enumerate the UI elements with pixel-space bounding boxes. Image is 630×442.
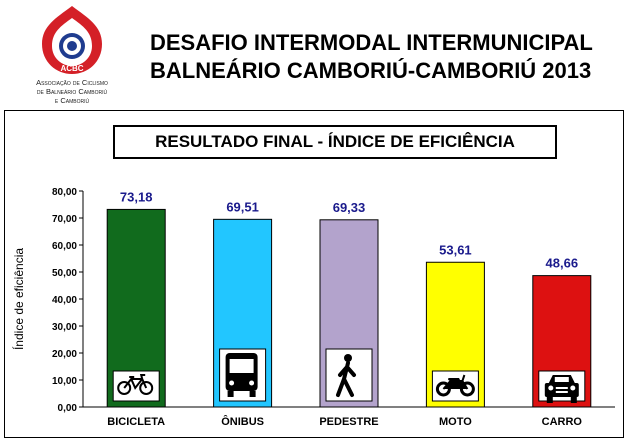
y-tick-label: 70,00	[52, 214, 77, 225]
car-icon	[544, 375, 579, 403]
x-tick-label: PEDESTRE	[319, 416, 378, 428]
header: ACBC Associação de Ciclismo de Balneário…	[0, 0, 630, 110]
data-label: 53,61	[439, 242, 472, 257]
y-tick-label: 50,00	[52, 268, 77, 279]
y-tick-label: 20,00	[52, 349, 77, 360]
acbc-logo: ACBC Associação de Ciclismo de Balneário…	[8, 4, 136, 108]
y-tick-label: 30,00	[52, 322, 77, 333]
y-tick-label: 60,00	[52, 241, 77, 252]
y-tick-label: 40,00	[52, 295, 77, 306]
data-label: 73,18	[120, 189, 153, 204]
pedestrian-icon	[336, 354, 356, 397]
y-axis-label: Índice de eficiência	[11, 248, 26, 350]
chart-panel: Índice de eficiência 0,00 10,00 20,00 30,00 4…	[4, 110, 624, 438]
y-tick-label: 0,00	[58, 403, 78, 414]
x-tick-label: MOTO	[439, 416, 472, 428]
chart-title: RESULTADO FINAL - ÍNDICE DE EFICIÊNCIA	[113, 125, 557, 159]
motorcycle-icon	[435, 374, 475, 397]
y-tick-label: 10,00	[52, 376, 77, 387]
x-tick-label: ÔNIBUS	[221, 415, 264, 428]
bar-chart: Índice de eficiência 0,00 10,00 20,00 30,00 4…	[11, 187, 615, 428]
logo-caption: Associação de Ciclismo de Balneário Camb…	[8, 78, 136, 105]
logo-caption-line1: Associação de Ciclismo	[36, 78, 108, 87]
page-title-line2: BALNEÁRIO CAMBORIÚ-CAMBORIÚ 2013	[150, 58, 592, 83]
bicycle-icon	[117, 374, 154, 395]
logo-caption-line2: de Balneário Camboriú	[36, 87, 108, 96]
bus-icon	[225, 353, 258, 397]
y-tick-label: 80,00	[52, 187, 77, 198]
x-tick-label: CARRO	[542, 416, 583, 428]
logo-caption-line3: e Camboriú	[54, 96, 90, 105]
data-label: 69,51	[226, 199, 259, 214]
x-tick-label: BICICLETA	[107, 416, 165, 428]
page-title-line1: DESAFIO INTERMODAL INTERMUNICIPAL	[150, 30, 593, 55]
data-label: 69,33	[333, 200, 366, 215]
data-label: 48,66	[546, 256, 579, 271]
logo-acronym: ACBC	[60, 64, 83, 73]
logo-emblem-icon: ACBC	[42, 6, 102, 74]
